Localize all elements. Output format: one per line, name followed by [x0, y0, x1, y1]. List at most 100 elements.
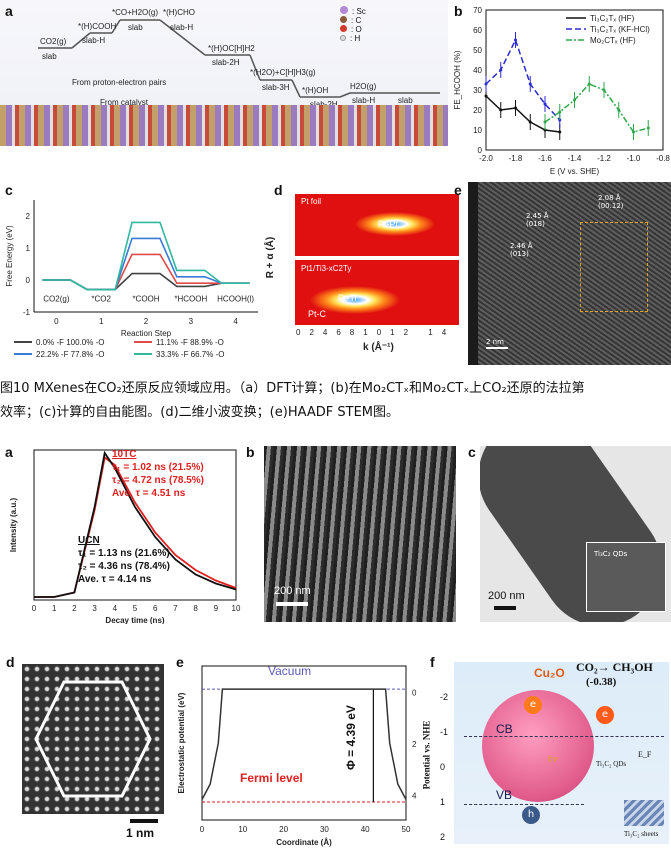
step-hoch2: *(H)OC[H]H2: [208, 44, 255, 53]
ann-ucn-title: UCN: [78, 535, 100, 546]
f-ytick: 0: [440, 762, 446, 772]
energy-diagram: [38, 19, 440, 98]
sublabel-7: slab-H: [352, 96, 376, 105]
legend-sc-label: Sc: [356, 7, 366, 16]
scale-bar-label: 200 nm: [274, 585, 311, 597]
decay-chart: 0 1 2 3 4 5 6 7 8 9 10 Decay time (ns) Intensity (a.…: [9, 449, 241, 624]
data-point: [558, 110, 562, 114]
series-line: [485, 95, 560, 133]
ann-3: 2.46 Å (013): [510, 242, 533, 258]
sem-image: [264, 446, 456, 622]
sublabel-2: slab: [128, 23, 143, 32]
ann-1: 2.08 Å (00.12): [598, 194, 624, 210]
panel-label: d: [6, 654, 15, 670]
data-point: [543, 120, 547, 124]
f-ytick: 2: [440, 832, 446, 842]
y-axis-label: Free Energy (eV): [5, 225, 14, 287]
legend-sc: : Sc: [340, 6, 410, 16]
h-atom-icon: [340, 35, 346, 41]
scale-bar-label: 200 nm: [488, 590, 525, 602]
y-tick-label: -1: [23, 308, 31, 317]
x-tick-label: 50: [402, 825, 411, 834]
qds-label: Ti₃C₂ QDs: [596, 760, 627, 768]
data-point: [617, 108, 621, 112]
panel-label: c: [5, 182, 13, 198]
x-axis-label: Coordinate (Å): [276, 838, 332, 847]
ef-label: E_F: [638, 750, 652, 759]
x-tick-label: 5: [133, 604, 138, 613]
scale-bar: [494, 606, 516, 610]
y-tick-label: 4: [412, 791, 417, 800]
sublabel-5: slab-3H: [262, 83, 290, 92]
x-tick-label: 1: [99, 317, 104, 326]
y-axis-label: Electrostatic potential (eV): [177, 692, 186, 793]
panel-label: d: [274, 182, 283, 198]
x-tick-label: 10: [232, 604, 241, 613]
panel-label: b: [246, 444, 255, 460]
y-tick-label: 50: [473, 46, 482, 55]
sublabel-4: slab-2H: [212, 58, 240, 67]
wavelet-ylabel: R + α (Å): [265, 236, 277, 279]
energy-path: [42, 221, 250, 291]
ann-10tc-ave: Ave. τ = 4.51 ns: [112, 488, 186, 499]
state-label: *CO2: [91, 295, 111, 304]
fig11-panel-d: d 1 nm: [0, 650, 170, 847]
fig10-panel-c: c 0 1 2 3 4 -1 0 1 2 Reaction Step Free Energy (eV…: [0, 182, 268, 365]
ann-ucn-ave: Ave. τ = 4.14 ns: [78, 574, 152, 585]
legend-h: : H: [340, 34, 410, 43]
state-label: *COOH: [132, 295, 159, 304]
decay-curve: [34, 450, 237, 598]
fig11-panel-e: e 0 10 20 30 40 50 0 2 4 Coordinate (Å) Electrosta…: [170, 650, 424, 847]
panel-label: e: [176, 654, 184, 670]
state-label: HCOOH(l): [217, 295, 254, 304]
reaction-label: CO₂→ CH₃OH: [576, 660, 653, 674]
fig10-caption: 图10 MXenes在CO₂还原反应领域应用。（a）DFT计算；(b)在Mo₂C…: [0, 380, 671, 422]
step-hcooh: *(H)COOH: [78, 22, 117, 31]
free-energy-chart: 0 1 2 3 4 -1 0 1 2 Reaction Step Free Energy (eV) 0…: [5, 200, 258, 359]
y-tick-label: 2: [26, 212, 31, 221]
hole-icon: h: [522, 806, 540, 824]
legend-label: 11.1% -F 88.9% -O: [156, 338, 224, 347]
x-axis-label: E (V vs. SHE): [550, 167, 600, 176]
scale-bar-label: 2 nm: [486, 338, 504, 346]
data-point: [632, 130, 635, 134]
f-yticks: -2 -1 0 1 2: [440, 680, 448, 855]
x-tick-label: 10: [238, 825, 247, 834]
note-proton: From proton-electron pairs: [72, 78, 167, 87]
o-atom-icon: [340, 25, 347, 32]
x-tick-label: 8: [193, 604, 198, 613]
atomic-image: [22, 664, 164, 814]
fig10-panel-d: d Pt foil Pt-Pt Pt1/Ti3-xC2Ty Pt-Ti Pt-C…: [265, 182, 466, 365]
data-point: [499, 68, 503, 72]
wavelet-xticks: 024681012 14: [296, 328, 456, 337]
x-tick-label: 0: [54, 317, 59, 326]
y-axis-label: Intensity (a.u.): [9, 498, 18, 553]
wavelet-xlabel: k (Å⁻¹): [363, 342, 394, 353]
wavelet-top-label: Pt foil: [301, 197, 322, 206]
fe-chart: 0 10 20 30 40 50 60 70 -2.0 -1.8 -1.6 -1.4 -1.2 -1.0 -…: [453, 6, 670, 176]
caption-line-1: 图10 MXenes在CO₂还原反应领域应用。（a）DFT计算；(b)在Mo₂C…: [0, 381, 585, 396]
state-label: *HCOOH: [174, 295, 207, 304]
x-tick-label: 3: [189, 317, 194, 326]
x-tick-label: 4: [233, 317, 238, 326]
legend-o: : O: [340, 25, 410, 34]
ann-2: 2.45 Å (018): [526, 212, 549, 228]
data-point: [587, 82, 591, 86]
x-tick-label: -2.0: [479, 154, 493, 163]
x-tick-label: -0.8: [656, 154, 670, 163]
step-co-h2o: *CO+H2O(g): [112, 8, 159, 17]
potential-label: (-0.38): [586, 676, 617, 688]
y-tick-label: 1: [26, 244, 31, 253]
cu2o-label: Cu₂O: [534, 666, 565, 680]
electron-icon-2: e: [596, 706, 614, 724]
y-tick-label: 10: [473, 126, 482, 135]
sublabel-0: slab: [42, 52, 57, 61]
x-tick-label: -1.4: [568, 154, 582, 163]
data-point: [514, 106, 517, 110]
sublabel-1: slab-H: [82, 36, 106, 45]
y-tick-label: 60: [473, 26, 482, 35]
data-point: [499, 108, 503, 112]
panel-label: c: [468, 444, 476, 460]
fig10-panel-e: e 2.08 Å (00.12) 2.45 Å (018) 2.46 Å (01…: [454, 182, 671, 365]
fig11-panel-c: c Ti₃C₂ QDs 200 nm: [458, 444, 671, 624]
